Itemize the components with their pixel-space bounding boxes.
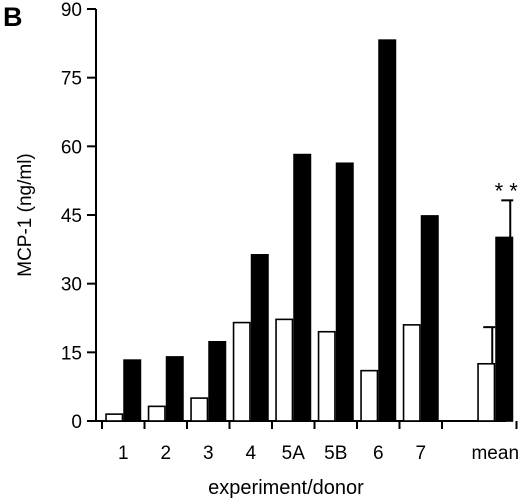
bar <box>402 324 421 422</box>
y-tick-label: 15 <box>61 343 82 364</box>
bars <box>105 39 514 422</box>
y-tick-label: 30 <box>61 275 82 296</box>
annotations: * * <box>495 178 519 203</box>
y-tick-label: 90 <box>61 0 82 21</box>
bar <box>208 341 227 422</box>
x-axis-label: experiment/donor <box>208 477 364 499</box>
bar <box>317 330 336 422</box>
x-tick-label: 3 <box>203 443 214 464</box>
y-tick-label: 60 <box>61 137 82 158</box>
bar <box>190 397 209 422</box>
bar <box>165 356 184 422</box>
bar <box>378 39 397 422</box>
x-tick-label: 5A <box>282 443 306 464</box>
bar <box>147 405 166 422</box>
y-tick-label: 45 <box>61 206 82 227</box>
bar <box>420 215 439 422</box>
error-bars <box>483 199 514 364</box>
y-axis: 0 15 30 45 60 75 90 <box>61 0 97 433</box>
bar <box>105 413 124 422</box>
x-tick-label: mean <box>471 443 519 464</box>
x-tick-label: 7 <box>415 443 426 464</box>
panel-letter: B <box>3 2 23 32</box>
bar <box>123 359 142 422</box>
x-tick-label: 6 <box>373 443 384 464</box>
y-tick-label: 0 <box>71 412 82 433</box>
x-tick-label: 4 <box>245 443 256 464</box>
bar <box>360 369 379 422</box>
bar <box>495 236 514 422</box>
x-axis: 1 2 3 4 5A 5B 6 7 mean <box>95 420 519 464</box>
bar <box>250 254 269 422</box>
x-tick-label: 5B <box>324 443 347 464</box>
significance-annotation: * * <box>495 178 519 203</box>
y-tick-label: 75 <box>61 69 82 90</box>
bar <box>335 162 354 422</box>
bar <box>477 362 496 422</box>
bar <box>293 153 312 422</box>
bar <box>275 318 294 422</box>
bar <box>232 321 251 422</box>
x-tick-label: 1 <box>118 443 129 464</box>
x-tick-label: 2 <box>160 443 171 464</box>
